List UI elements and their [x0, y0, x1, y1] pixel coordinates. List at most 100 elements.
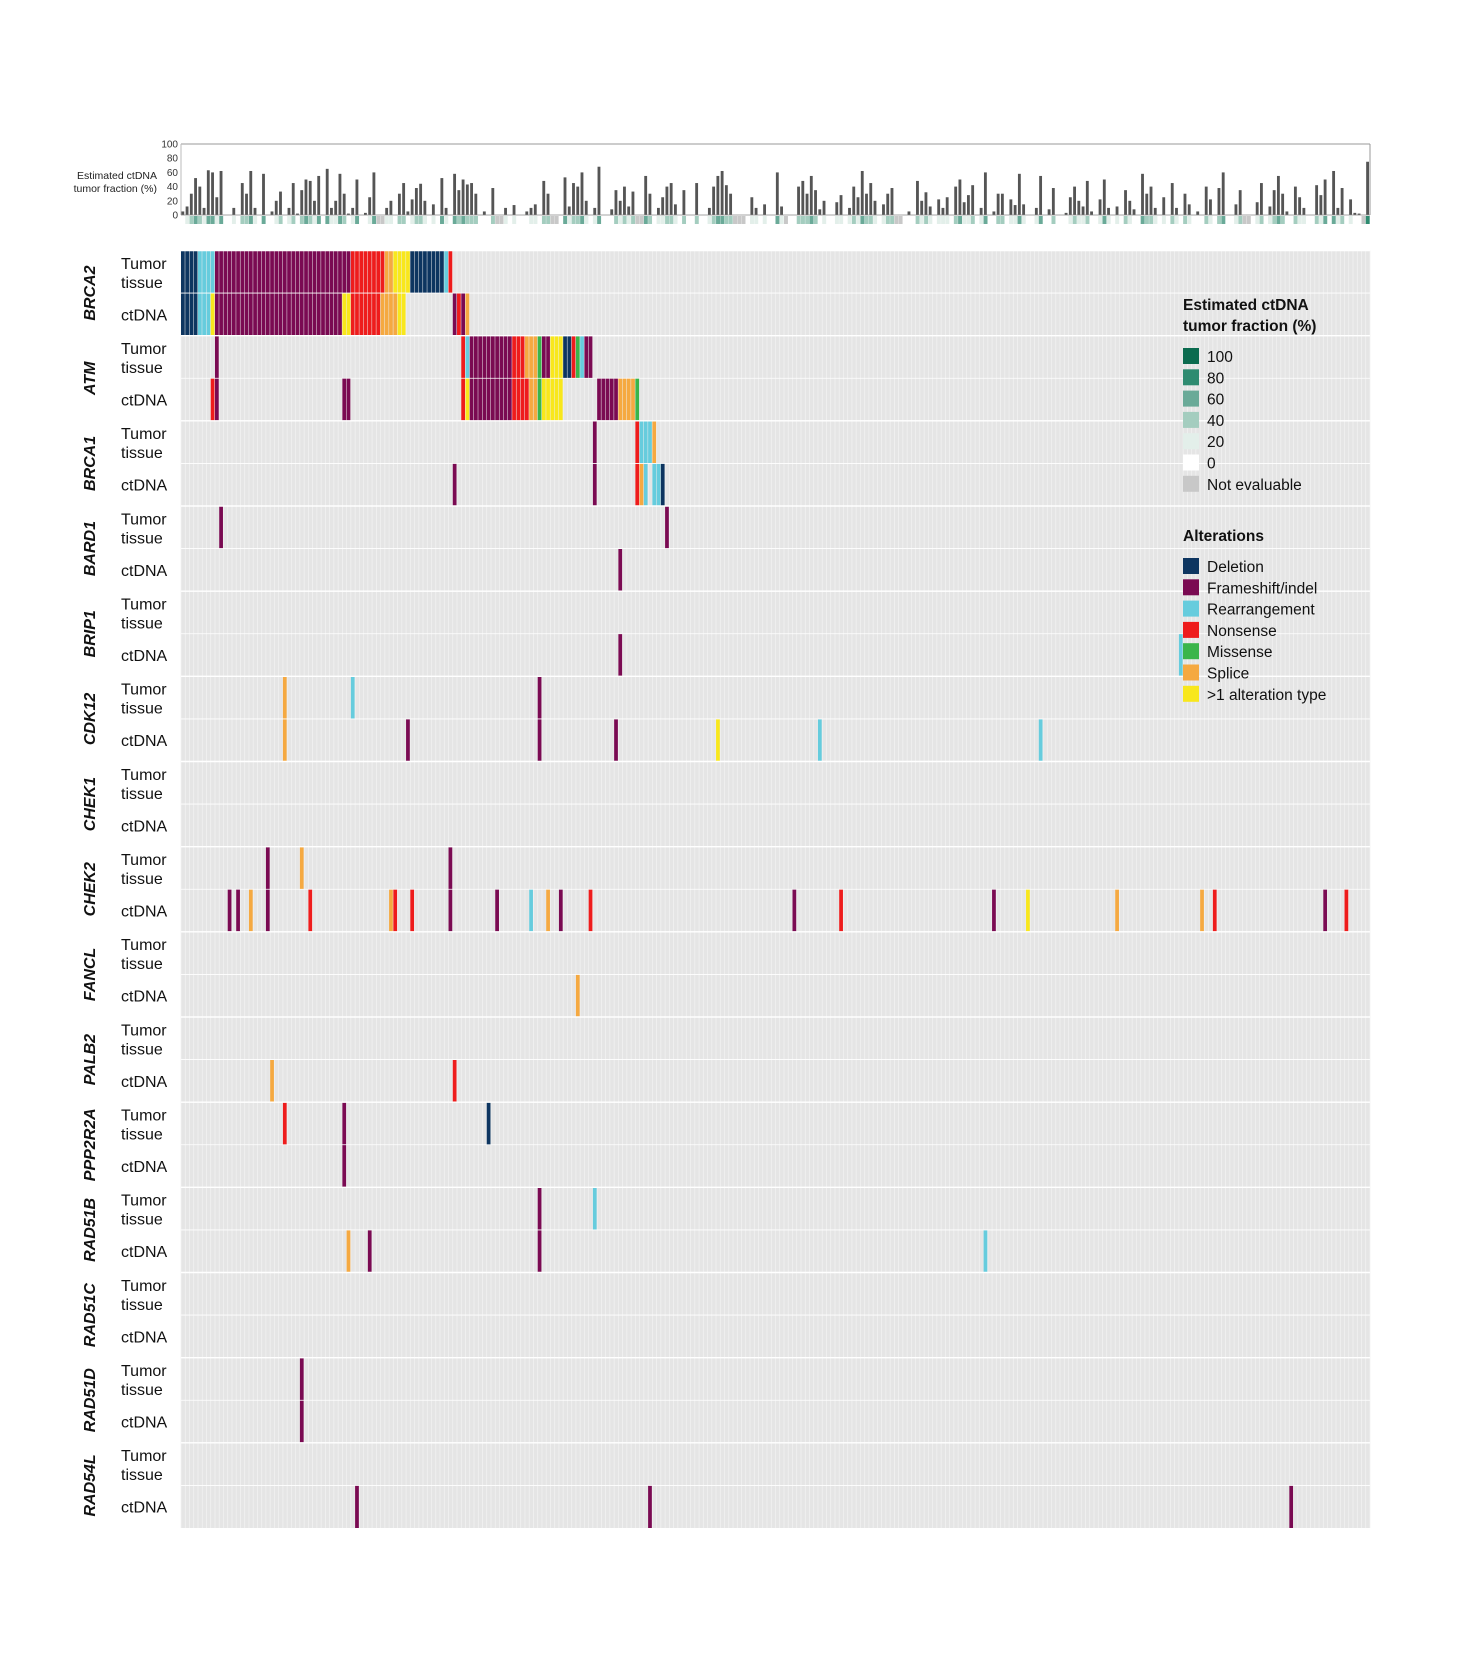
tumor-fraction-strip-cell [274, 216, 279, 224]
alteration-cell-brca1-ctdna [656, 463, 661, 506]
alteration-cell-brca2-ctdna [193, 293, 198, 336]
tumor-fraction-strip-cell [214, 216, 219, 224]
tumor-fraction-bar [291, 183, 295, 215]
tumor-fraction-bar [287, 207, 291, 215]
tumor-fraction-strip-cell [868, 216, 873, 224]
alteration-cell-atm-ctdna [342, 378, 347, 421]
alteration-cell-brca2-ctdna [457, 293, 461, 336]
tumor-fraction-strip-cell [682, 216, 687, 224]
tumor-fraction-bar [724, 185, 728, 215]
row-label-ctdna: ctDNA [121, 1074, 168, 1091]
alteration-cell-atm-tumor [482, 335, 487, 379]
alteration-cell-atm-tumor [541, 335, 546, 379]
tumor-fraction-bar [669, 183, 673, 215]
tumor-fraction-strip-cell [1331, 216, 1336, 224]
tumor-fraction-strip-cell [758, 216, 763, 224]
bar-y-tick-label: 0 [172, 211, 178, 222]
tumor-fraction-strip-cell [1238, 216, 1243, 224]
tumor-fraction-bar [707, 207, 711, 215]
tumor-fraction-strip-cell [890, 216, 895, 224]
bar-y-tick-label: 80 [167, 154, 179, 165]
alteration-cell-brca2-ctdna [329, 293, 334, 336]
alteration-cell-atm-ctdna [478, 378, 482, 421]
alteration-cell-brca2-tumor [342, 250, 347, 294]
alteration-cell-brca2-tumor [197, 250, 202, 294]
tumor-fraction-strip-cell [584, 216, 589, 224]
tumor-fraction-bar [1162, 197, 1166, 215]
tumor-fraction-strip-cell [1263, 216, 1268, 224]
gene-label-brca2: BRCA2 [82, 265, 99, 320]
alteration-cell-brca2-tumor [363, 250, 368, 294]
alteration-cell-brca2-tumor [189, 250, 194, 294]
alteration-cell-chek2-ctdna [558, 889, 563, 932]
tumor-fraction-strip-cell [236, 216, 241, 224]
legend-alteration-label: Missense [1207, 644, 1272, 661]
tumor-fraction-bar [1332, 170, 1336, 215]
alteration-cell-brca2-tumor [244, 250, 249, 294]
tumor-fraction-bar [979, 207, 983, 215]
tumor-fraction-bar [504, 207, 507, 215]
tumor-fraction-bar [618, 200, 622, 215]
row-label-tumor-tissue: tissue [121, 360, 163, 377]
alteration-cell-atm-tumor [537, 335, 542, 379]
alteration-cell-brca2-ctdna [359, 293, 364, 336]
row-label-ctdna: ctDNA [121, 818, 168, 835]
row-label-ctdna: ctDNA [121, 989, 168, 1006]
tumor-fraction-strip-cell [932, 216, 937, 224]
alteration-cell-atm-ctdna [597, 378, 601, 421]
tumor-fraction-bar [1315, 185, 1319, 215]
tumor-fraction-strip-cell [1089, 216, 1094, 224]
tumor-fraction-strip-cell [558, 216, 563, 224]
alteration-cell-brca2-tumor [257, 250, 262, 294]
tumor-fraction-bar [631, 191, 635, 215]
tumor-fraction-strip-cell [1153, 216, 1158, 224]
tumor-fraction-bar [482, 211, 486, 215]
tumor-fraction-strip-cell [554, 216, 559, 224]
alteration-cell-atm-ctdna [461, 378, 466, 421]
tumor-fraction-strip-cell [885, 216, 890, 224]
tumor-fraction-strip-cell [189, 216, 194, 224]
tumor-fraction-bar [797, 186, 800, 215]
alteration-cell-brca2-ctdna [291, 293, 296, 336]
alteration-cell-brca2-tumor [333, 250, 338, 294]
alteration-cell-brca2-ctdna [244, 293, 249, 336]
tumor-fraction-strip-cell [1060, 216, 1064, 224]
row-label-tumor-tissue: Tumor [121, 682, 167, 699]
alteration-cell-brca2-tumor [372, 250, 376, 294]
tumor-fraction-strip-cell [622, 216, 627, 224]
alteration-cell-bard1-ctdna [618, 548, 623, 592]
tumor-fraction-bar [614, 190, 618, 215]
tumor-fraction-strip-cell [953, 216, 958, 224]
tumor-fraction-strip-cell [338, 216, 343, 224]
tumor-fraction-bar [1077, 200, 1081, 215]
tumor-fraction-strip-cell [435, 216, 440, 224]
tumor-fraction-strip-cell [694, 216, 699, 224]
alteration-cell-atm-ctdna [533, 378, 538, 421]
row-label-tumor-tissue: tissue [121, 1126, 163, 1143]
alteration-cell-cdk12-ctdna [1038, 718, 1043, 762]
tumor-fraction-strip-cell [1246, 216, 1251, 224]
tumor-fraction-strip-cell [270, 216, 275, 224]
tumor-fraction-strip-cell [397, 216, 402, 224]
alteration-cell-brca2-tumor [223, 250, 228, 294]
alteration-cell-brca1-tumor [639, 420, 644, 464]
tumor-fraction-bar [1051, 188, 1055, 215]
gene-label-bard1: BARD1 [82, 521, 99, 576]
alteration-cell-brca2-tumor [282, 250, 287, 294]
tumor-fraction-strip-cell [860, 216, 865, 224]
tumor-fraction-strip-cell [575, 216, 580, 224]
tumor-fraction-strip-cell [181, 216, 185, 224]
tumor-fraction-bar [330, 207, 333, 215]
tumor-fraction-strip-cell [1361, 216, 1366, 224]
tumor-fraction-bar [1145, 193, 1149, 215]
alteration-cell-brca2-ctdna [350, 293, 355, 336]
alteration-cell-brca2-tumor [312, 250, 317, 294]
alteration-cell-brca2-ctdna [452, 293, 457, 336]
alteration-cell-brca2-ctdna [363, 293, 368, 336]
tumor-fraction-strip-cell [571, 216, 576, 224]
tumor-fraction-bar [512, 205, 516, 215]
tumor-fraction-strip-cell [185, 216, 190, 224]
alteration-cell-brca2-ctdna [308, 293, 313, 336]
tumor-fraction-strip-cell [1000, 216, 1005, 224]
tumor-fraction-strip-cell [843, 216, 848, 224]
